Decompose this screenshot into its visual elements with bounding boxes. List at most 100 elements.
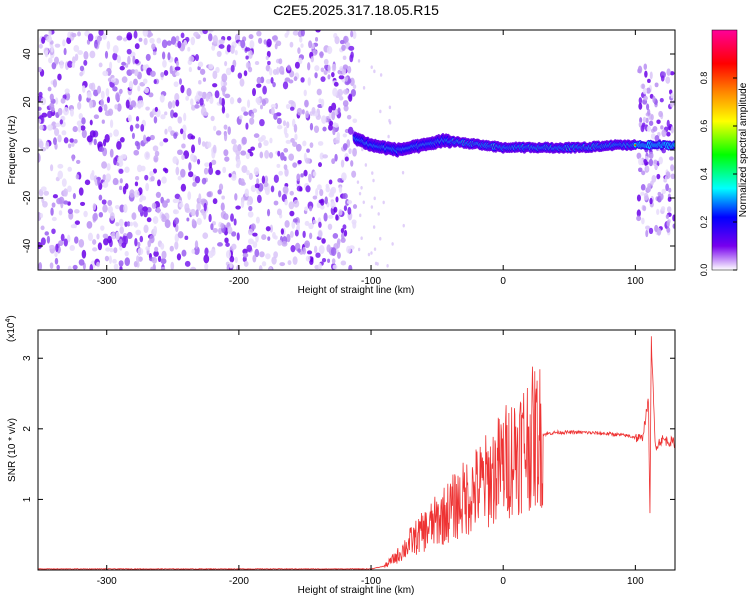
spectrogram-cell bbox=[342, 133, 348, 138]
spectrogram-cell bbox=[285, 103, 291, 109]
spectrogram-cell bbox=[69, 108, 74, 117]
spectrogram-cell bbox=[152, 168, 157, 174]
spectrogram-cell bbox=[259, 104, 264, 110]
spectrogram-cell bbox=[116, 35, 123, 41]
spectrogram-cell bbox=[642, 87, 648, 95]
spectrogram-cell bbox=[647, 78, 651, 83]
spectrogram-cell bbox=[196, 202, 201, 212]
spectrogram-cell bbox=[212, 198, 218, 205]
spectrogram-cell bbox=[284, 132, 289, 139]
spectrogram-cell bbox=[78, 187, 84, 196]
spectrogram-cell bbox=[140, 124, 145, 132]
spectrogram-cell bbox=[261, 261, 267, 267]
spectrogram-cell bbox=[278, 65, 285, 75]
spectrogram-cell bbox=[250, 185, 257, 193]
spectrogram-cell bbox=[194, 240, 199, 250]
spectrogram-cell bbox=[295, 143, 302, 152]
spectrogram-cell bbox=[137, 204, 144, 213]
spectrogram-cell bbox=[284, 168, 289, 177]
spectrogram-cell bbox=[282, 81, 289, 90]
spectrogram-cell bbox=[96, 85, 102, 94]
spectrogram-cell bbox=[103, 103, 108, 112]
spectrogram-cell bbox=[235, 205, 241, 210]
spectrogram-cell bbox=[327, 64, 331, 74]
spectrogram-cell bbox=[134, 58, 139, 65]
colorbar-tick-label: 0.4 bbox=[699, 168, 709, 181]
spectrogram-cell bbox=[270, 185, 275, 193]
spectrogram-cell bbox=[51, 216, 57, 222]
spectrogram-cell bbox=[299, 186, 303, 192]
spectrogram-cell bbox=[109, 61, 113, 71]
spectrogram-cell bbox=[116, 140, 122, 150]
spectrogram-cell bbox=[301, 109, 305, 115]
spectrogram-cell bbox=[666, 227, 671, 233]
spectrogram-cell bbox=[81, 117, 86, 125]
spectrogram-cell bbox=[245, 152, 250, 160]
spectrogram-cell bbox=[124, 166, 130, 173]
spectrogram-cell bbox=[89, 119, 93, 126]
spectrogram-cell bbox=[87, 232, 93, 242]
spectrogram-cell bbox=[645, 225, 651, 230]
spectrogram-cell bbox=[254, 61, 260, 66]
spectrogram-cell bbox=[48, 30, 52, 37]
spectrogram-cell bbox=[271, 35, 278, 41]
spectrogram-cell bbox=[221, 195, 225, 200]
spectrogram-cell bbox=[136, 255, 140, 264]
spectrogram-cell bbox=[291, 220, 296, 229]
spectrogram-cell bbox=[286, 64, 291, 71]
spectrogram-cell bbox=[116, 103, 122, 112]
spectrogram-cell bbox=[45, 141, 50, 150]
spectrogram-cell bbox=[98, 106, 103, 113]
spectrogram-cell bbox=[52, 194, 59, 199]
spectrogram-cell bbox=[113, 247, 118, 254]
spectrogram-cell bbox=[387, 134, 390, 139]
spectrogram-cell bbox=[175, 71, 180, 77]
spectrogram-cell bbox=[180, 84, 185, 94]
spectrogram-cell bbox=[145, 53, 151, 61]
spectrogram-cell bbox=[190, 36, 196, 46]
spectrogram-cell bbox=[161, 176, 167, 184]
spectrogram-cell bbox=[331, 158, 336, 165]
spectrogram-cell bbox=[63, 47, 67, 56]
spectrogram-cell bbox=[161, 250, 167, 259]
spectrogram-cell bbox=[262, 85, 267, 95]
spectrogram-cell bbox=[654, 82, 659, 88]
spectrogram-cell bbox=[656, 173, 661, 180]
spectrogram-cell bbox=[40, 237, 46, 246]
spectrogram-cell bbox=[70, 224, 76, 229]
spectrogram-cell bbox=[237, 72, 243, 79]
spectrogram-cell bbox=[160, 258, 167, 265]
spectrogram-cell bbox=[247, 228, 254, 236]
spectrogram-cell bbox=[356, 180, 360, 184]
spectrogram-cell bbox=[84, 179, 91, 186]
spectrogram-cell bbox=[263, 39, 267, 45]
spectrogram-cell bbox=[153, 250, 159, 257]
spectrogram-cell bbox=[236, 158, 241, 167]
spectrogram-cell bbox=[638, 167, 643, 173]
spectrogram-cell bbox=[159, 141, 164, 147]
spectrogram-cell bbox=[134, 181, 139, 187]
spectrogram-cell bbox=[61, 178, 67, 187]
spectrogram-cell bbox=[98, 146, 105, 153]
spectrogram-cell bbox=[47, 86, 52, 92]
spectrogram-cell bbox=[173, 112, 178, 118]
spectrogram-cell bbox=[304, 99, 309, 108]
spectrogram-cell bbox=[348, 45, 355, 51]
spectrogram-cell bbox=[352, 147, 357, 157]
spectrogram-cell bbox=[331, 102, 337, 111]
spectrogram-cell bbox=[170, 261, 175, 270]
spectrogram-cell bbox=[54, 251, 58, 258]
spectrogram-cell bbox=[328, 179, 333, 185]
spectrogram-cell bbox=[137, 247, 144, 256]
spectrogram-cell bbox=[297, 248, 301, 253]
spectrogram-cell bbox=[193, 246, 200, 256]
spectrogram-cell bbox=[86, 91, 92, 99]
spectrogram-cell bbox=[224, 156, 230, 162]
spectrogram-cell bbox=[52, 137, 57, 146]
spectrogram-cell bbox=[229, 97, 235, 105]
spectrogram-cell bbox=[292, 30, 299, 36]
spectrogram-cell bbox=[346, 199, 353, 205]
spectrogram-cell bbox=[160, 242, 165, 250]
spectrogram-cell bbox=[172, 209, 177, 215]
